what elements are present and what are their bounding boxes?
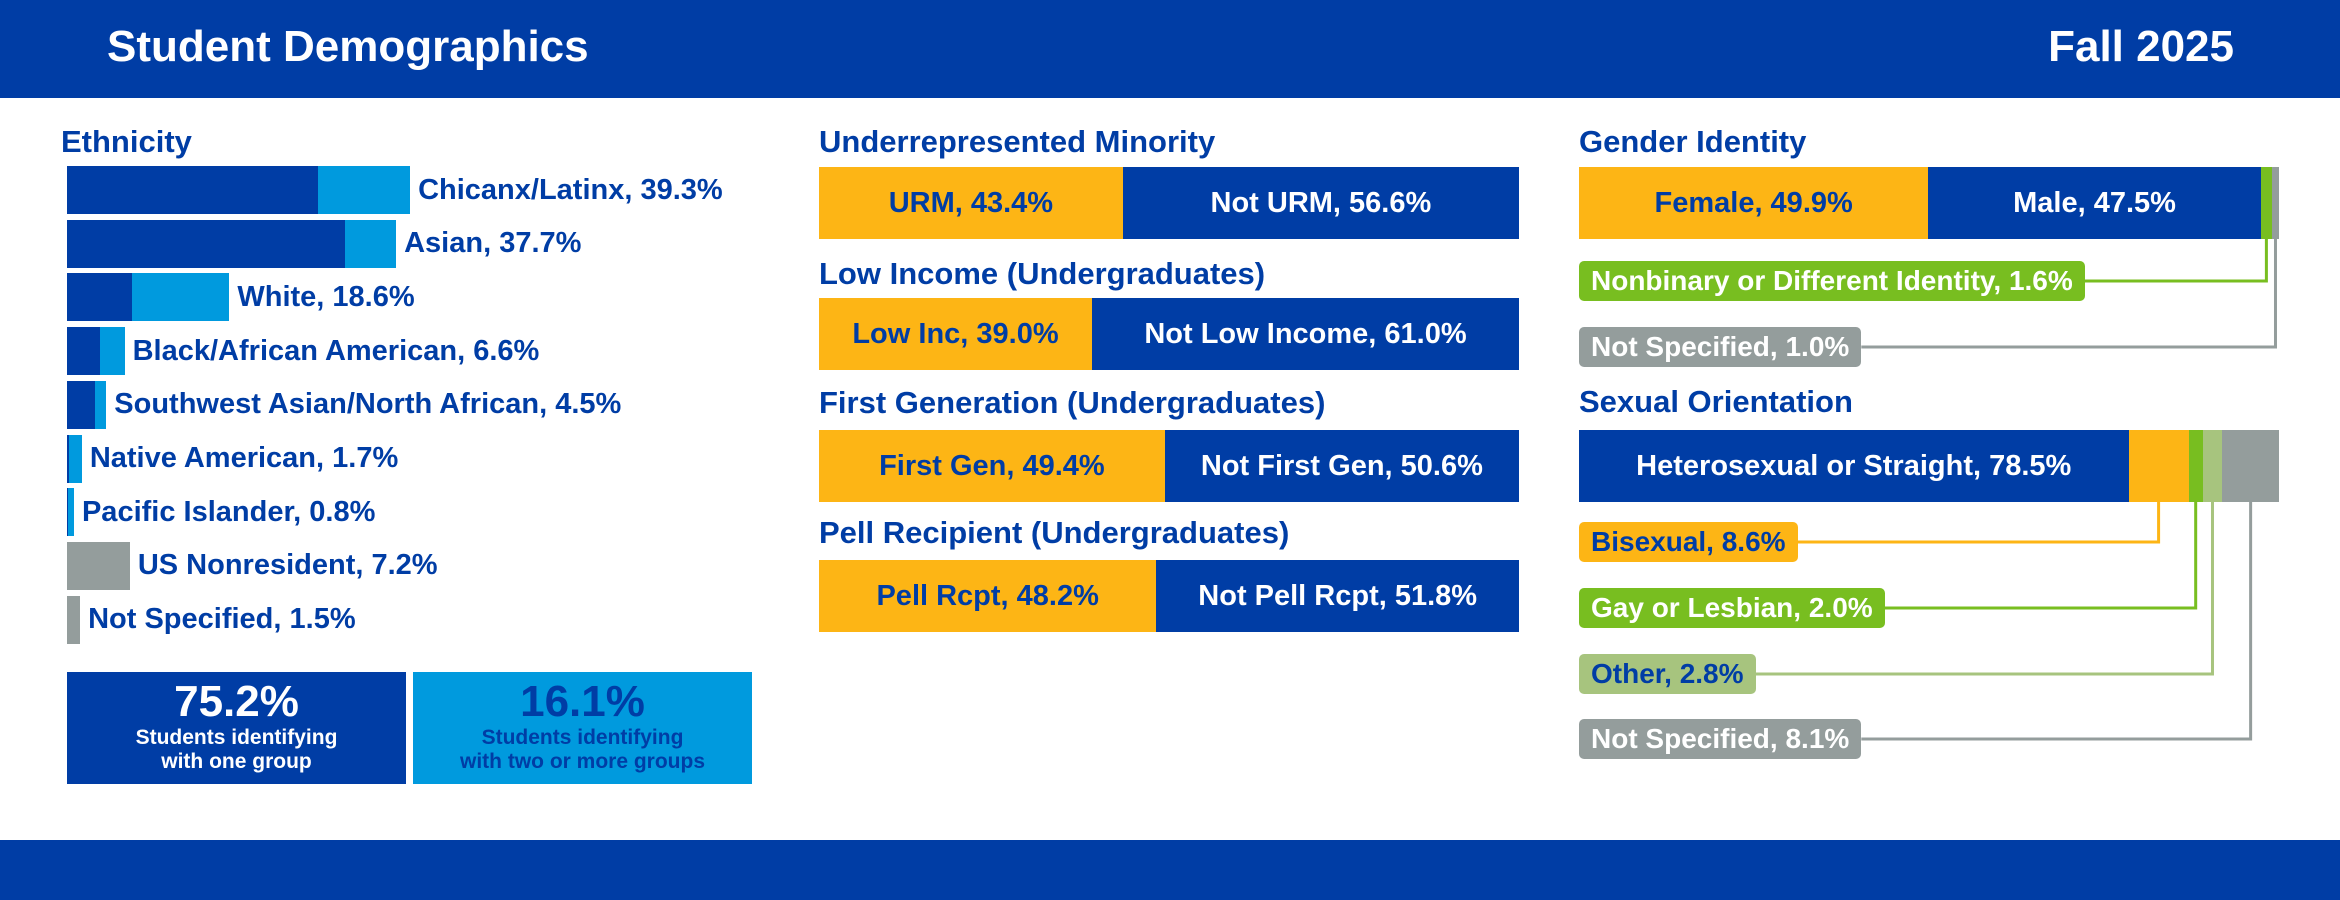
gender-identity-bar: Female, 49.9% Male, 47.5%	[1579, 167, 2279, 239]
gender-identity-segment	[2260, 167, 2272, 239]
ethnicity-bar-label: Native American, 1.7%	[89, 442, 399, 474]
sexual-orientation-callout-label: Gay or Lesbian, 2.0%	[1579, 588, 1885, 628]
sexual-orientation-segment	[2202, 430, 2223, 502]
summary-one-group-line1: Students identifying	[135, 726, 338, 749]
ethnicity-bar-segment	[67, 219, 346, 268]
ethnicity-bar-segment	[68, 434, 82, 483]
summary-multi-group: 16.1% Students identifying with two or m…	[413, 672, 752, 784]
sexual-orientation-title: Sexual Orientation	[1579, 384, 1853, 419]
ethnicity-bar-segment	[67, 488, 68, 537]
ethnicity-row: Native American, 1.7%	[67, 434, 399, 483]
low-income-undergraduates-segment: Not Low Income, 61.0%	[1092, 298, 1519, 370]
ethnicity-bar-label: Asian, 37.7%	[404, 227, 582, 260]
low-income-undergraduates-segment: Low Inc, 39.0%	[819, 298, 1092, 370]
ethnicity-row: Asian, 37.7%	[67, 219, 582, 268]
ethnicity-bar-segment	[318, 166, 411, 214]
ethnicity-bar-segment	[131, 273, 230, 322]
ethnicity-row: Southwest Asian/North African, 4.5%	[67, 380, 622, 429]
ethnicity-bar-segment	[67, 595, 81, 644]
sexual-orientation-segment	[2188, 430, 2203, 502]
summary-multi-group-value: 16.1%	[520, 677, 645, 726]
pell-recipient-undergraduates-segment: Pell Rcpt, 48.2%	[819, 560, 1157, 632]
sexual-orientation-callout-label: Bisexual, 8.6%	[1579, 522, 1798, 562]
gender-identity-title: Gender Identity	[1579, 124, 1807, 159]
first-generation-undergraduates-title: First Generation (Undergraduates)	[819, 385, 1326, 420]
sexual-orientation-bar: Heterosexual or Straight, 78.5%	[1579, 430, 2279, 502]
connector-line	[1861, 502, 2253, 741]
pell-recipient-undergraduates-segment: Not Pell Rcpt, 51.8%	[1156, 560, 1519, 632]
low-income-undergraduates-bar: Low Inc, 39.0% Not Low Income, 61.0%	[819, 298, 1519, 370]
term-label: Fall 2025	[2048, 22, 2234, 71]
ethnicity-bar-label: Southwest Asian/North African, 4.5%	[114, 388, 622, 421]
ethnicity-bar-label: Not Specified, 1.5%	[88, 603, 356, 636]
footer-band	[0, 840, 2340, 900]
first-generation-undergraduates-bar: First Gen, 49.4% Not First Gen, 50.6%	[819, 430, 1519, 502]
ethnicity-bar-segment	[67, 434, 69, 483]
sexual-orientation-segment	[2222, 430, 2279, 502]
ethnicity-row: Pacific Islander, 0.8%	[67, 488, 376, 537]
ethnicity-bar-segment	[67, 273, 132, 322]
gender-identity-callout-label: Not Specified, 1.0%	[1579, 327, 1862, 367]
connector-line	[1884, 502, 2198, 610]
ethnicity-row: US Nonresident, 7.2%	[67, 541, 438, 590]
ethnicity-bar-segment	[94, 380, 107, 429]
ethnicity-row: White, 18.6%	[67, 273, 415, 322]
summary-multi-group-line2: with two or more groups	[460, 750, 705, 773]
page-title: Student Demographics	[107, 22, 589, 71]
summary-one-group-value: 75.2%	[174, 677, 299, 726]
sexual-orientation-callout-label: Not Specified, 8.1%	[1579, 719, 1862, 759]
summary-one-group: 75.2% Students identifying with one grou…	[67, 672, 406, 784]
ethnicity-bar-segment	[100, 327, 125, 376]
gender-identity-segment	[2271, 167, 2279, 239]
ethnicity-row: Chicanx/Latinx, 39.3%	[67, 166, 723, 214]
sexual-orientation-segment: Heterosexual or Straight, 78.5%	[1579, 430, 2129, 502]
ethnicity-bar-segment	[67, 327, 101, 376]
ethnicity-bar-segment	[345, 219, 397, 268]
sexual-orientation-segment	[2128, 430, 2189, 502]
header-band: Student Demographics Fall 2025	[0, 0, 2340, 98]
ethnicity-bar-label: Pacific Islander, 0.8%	[81, 495, 376, 528]
underrepresented-minority-segment: URM, 43.4%	[819, 167, 1123, 239]
sexual-orientation-callout-label: Other, 2.8%	[1579, 654, 1756, 694]
first-generation-undergraduates-segment: Not First Gen, 50.6%	[1164, 430, 1519, 502]
summary-multi-group-line1: Students identifying	[481, 726, 684, 749]
ethnicity-title: Ethnicity	[61, 124, 192, 159]
underrepresented-minority-segment: Not URM, 56.6%	[1122, 167, 1519, 239]
pell-recipient-undergraduates-bar: Pell Rcpt, 48.2% Not Pell Rcpt, 51.8%	[819, 560, 1519, 632]
ethnicity-bar-segment	[67, 380, 95, 429]
underrepresented-minority-bar: URM, 43.4% Not URM, 56.6%	[819, 167, 1519, 239]
ethnicity-bar-segment	[67, 166, 319, 214]
summary-one-group-line2: with one group	[161, 750, 312, 773]
ethnicity-bar-label: Chicanx/Latinx, 39.3%	[418, 173, 723, 206]
pell-recipient-undergraduates-title: Pell Recipient (Undergraduates)	[819, 515, 1290, 550]
underrepresented-minority-title: Underrepresented Minority	[819, 124, 1216, 159]
low-income-undergraduates-title: Low Income (Undergraduates)	[819, 256, 1266, 291]
ethnicity-bar-label: White, 18.6%	[237, 280, 415, 313]
first-generation-undergraduates-segment: First Gen, 49.4%	[819, 430, 1165, 502]
ethnicity-bar-segment	[67, 488, 74, 537]
ethnicity-row: Not Specified, 1.5%	[67, 595, 356, 644]
ethnicity-bar-segment	[67, 541, 130, 590]
ethnicity-bar-label: Black/African American, 6.6%	[132, 334, 540, 367]
connector-line	[1797, 502, 2161, 544]
ethnicity-row: Black/African American, 6.6%	[67, 327, 540, 376]
gender-identity-segment: Male, 47.5%	[1928, 167, 2261, 239]
gender-identity-callout-label: Nonbinary or Different Identity, 1.6%	[1579, 261, 2085, 301]
ethnicity-bar-label: US Nonresident, 7.2%	[137, 549, 438, 582]
gender-identity-segment: Female, 49.9%	[1579, 167, 1929, 239]
connector-line	[2084, 239, 2268, 283]
